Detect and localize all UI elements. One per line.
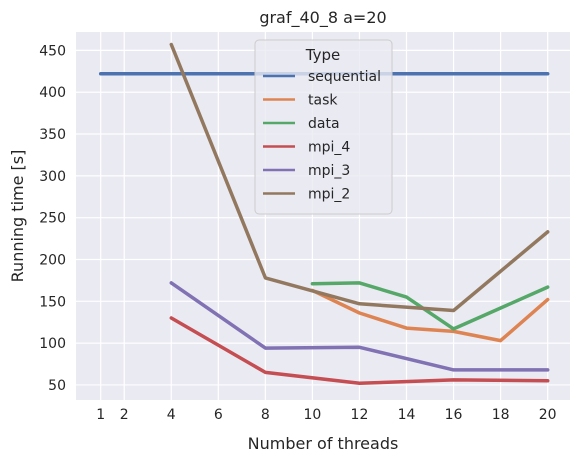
x-tick-label: 8 <box>261 407 270 423</box>
legend-label-mpi_4: mpi_4 <box>308 140 350 156</box>
x-tick-label: 14 <box>398 407 416 423</box>
y-tick-label: 150 <box>39 294 66 310</box>
series-line-mpi_4 <box>169 316 550 386</box>
legend-items: sequential task data mpi_4 mpi_3 mpi_2 <box>263 69 381 203</box>
y-axis-title: Running time [s] <box>8 150 27 283</box>
legend-title: Type <box>305 46 340 64</box>
x-tick-label: 12 <box>351 407 369 423</box>
x-axis-title: Number of threads <box>248 434 399 453</box>
x-tick-label: 18 <box>492 407 510 423</box>
x-tick-label: 16 <box>445 407 463 423</box>
chart-title: graf_40_8 a=20 <box>259 8 386 28</box>
y-tick-label: 100 <box>39 336 66 352</box>
x-tick-label: 6 <box>214 407 223 423</box>
y-tick-label: 450 <box>39 43 66 59</box>
y-tick-labels: 50 100 150 200 250 300 350 400 450 <box>39 43 66 394</box>
y-tick-label: 50 <box>48 378 66 394</box>
legend-label-task: task <box>308 93 338 109</box>
x-tick-label: 2 <box>120 407 129 423</box>
y-tick-label: 250 <box>39 211 66 227</box>
y-tick-label: 400 <box>39 85 66 101</box>
y-tick-label: 200 <box>39 252 66 268</box>
grid-lines <box>76 32 570 400</box>
x-tick-label: 1 <box>96 407 105 423</box>
x-tick-label: 10 <box>304 407 322 423</box>
y-tick-label: 300 <box>39 169 66 185</box>
series-lines <box>98 42 550 386</box>
y-tick-label: 350 <box>39 127 66 143</box>
legend: Type sequential task data mpi_4 mpi_3 mpi_2 <box>254 39 393 215</box>
series-line-task <box>310 288 550 343</box>
x-tick-label: 4 <box>167 407 176 423</box>
x-tick-labels: 1 2 4 6 8 10 12 14 16 18 20 <box>96 407 556 423</box>
legend-label-sequential: sequential <box>308 69 381 85</box>
legend-label-data: data <box>308 116 340 132</box>
legend-label-mpi_3: mpi_3 <box>308 163 350 179</box>
series-line-mpi_3 <box>169 281 550 372</box>
series-line-mpi_2 <box>169 42 550 313</box>
legend-label-mpi_2: mpi_2 <box>308 187 350 203</box>
series-line-data <box>310 281 550 331</box>
x-tick-label: 20 <box>539 407 557 423</box>
